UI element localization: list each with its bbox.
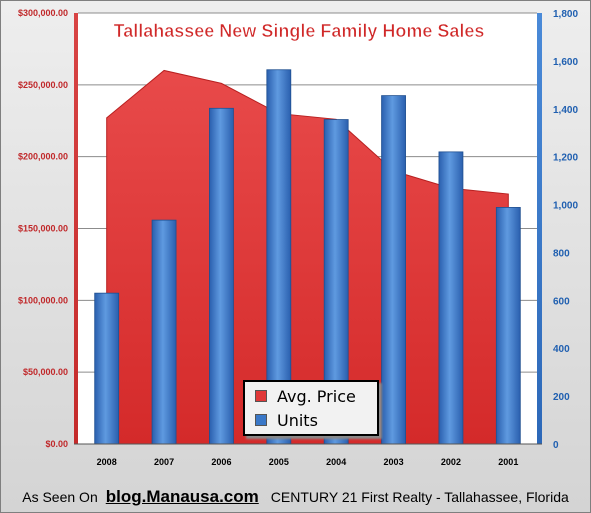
chart-title: Tallahassee New Single Family Home Sales bbox=[114, 21, 485, 41]
bar-units-2008 bbox=[94, 292, 120, 445]
right-tick-label: 200 bbox=[553, 392, 570, 403]
x-tick-label-2006: 2006 bbox=[211, 457, 231, 467]
chart: $0.00 $50,000.00 $100,000.00 $150,000.00 $20… bbox=[18, 8, 579, 467]
left-axis-wall bbox=[74, 13, 78, 444]
series-bars-units bbox=[94, 69, 521, 445]
right-tick-label: 1,600 bbox=[553, 57, 578, 68]
x-tick-label-2005: 2005 bbox=[269, 457, 289, 467]
x-tick-label-2002: 2002 bbox=[441, 457, 461, 467]
x-tick-label-2008: 2008 bbox=[97, 457, 117, 467]
legend-item-avg-price: Avg. Price bbox=[255, 386, 356, 406]
legend: Avg. Price Units bbox=[243, 380, 379, 436]
right-tick-label: 1,200 bbox=[553, 153, 578, 164]
bar-units-2006 bbox=[209, 107, 234, 445]
bar-units-2007 bbox=[151, 219, 177, 445]
right-axis-wall bbox=[537, 13, 542, 444]
right-tick-label: 400 bbox=[553, 344, 570, 355]
right-tick-label: 1,800 bbox=[553, 9, 578, 20]
bar-units-2003 bbox=[381, 95, 406, 445]
left-tick-label: $50,000.00 bbox=[23, 367, 68, 377]
footer-prefix: As Seen On bbox=[22, 489, 98, 505]
bar-units-2001 bbox=[495, 207, 521, 445]
bar-units-2002 bbox=[438, 151, 464, 445]
right-tick-label: 800 bbox=[553, 248, 570, 259]
legend-label-units: Units bbox=[277, 410, 318, 430]
x-tick-label-2007: 2007 bbox=[154, 457, 174, 467]
left-axis-ticks: $0.00 $50,000.00 $100,000.00 $150,000.00 $20… bbox=[18, 8, 68, 449]
left-tick-label: $100,000.00 bbox=[18, 295, 68, 305]
footer-suffix: CENTURY 21 First Realty - Tallahassee, F… bbox=[270, 489, 569, 505]
right-tick-label: 0 bbox=[553, 440, 559, 451]
legend-item-units: Units bbox=[255, 410, 318, 430]
right-tick-label: 600 bbox=[553, 296, 570, 307]
legend-label-avg-price: Avg. Price bbox=[277, 386, 356, 406]
footer: As Seen On blog.Manausa.com CENTURY 21 F… bbox=[0, 484, 591, 510]
x-tick-label-2003: 2003 bbox=[384, 457, 404, 467]
right-tick-label: 1,000 bbox=[553, 201, 578, 212]
x-axis-ticks: 2008 2007 2006 2005 2004 2003 2002 2001 bbox=[97, 457, 519, 467]
x-tick-label-2001: 2001 bbox=[498, 457, 518, 467]
right-tick-label: 1,400 bbox=[553, 105, 578, 116]
legend-swatch-units bbox=[255, 414, 267, 426]
footer-site-link[interactable]: blog.Manausa.com bbox=[105, 487, 259, 506]
left-tick-label: $200,000.00 bbox=[18, 152, 68, 162]
legend-swatch-avg-price bbox=[255, 390, 267, 402]
right-axis-ticks: 0 200 400 600 800 1,000 1,200 1,400 1,600 1,800 bbox=[553, 9, 578, 451]
left-tick-label: $0.00 bbox=[45, 439, 68, 449]
left-tick-label: $250,000.00 bbox=[18, 80, 68, 90]
left-tick-label: $150,000.00 bbox=[18, 224, 68, 234]
x-tick-label-2004: 2004 bbox=[326, 457, 346, 467]
left-tick-label: $300,000.00 bbox=[18, 8, 68, 18]
